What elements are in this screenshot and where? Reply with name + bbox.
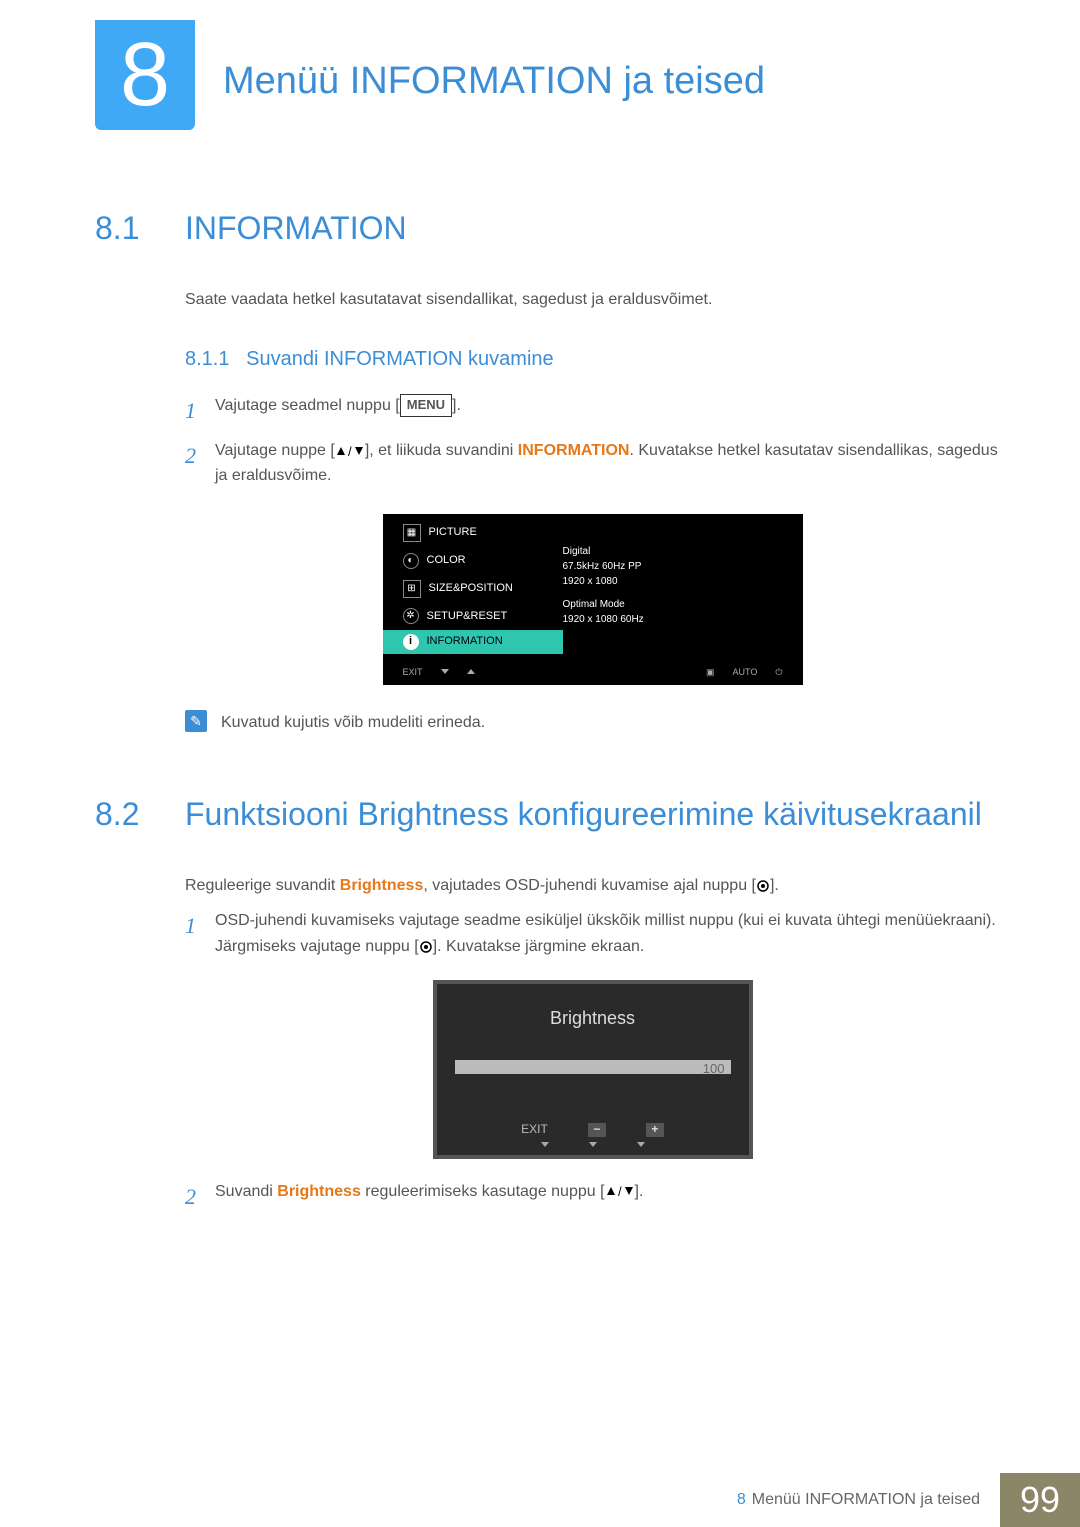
osd-label: SIZE&POSITION: [429, 580, 513, 598]
step-number: 2: [185, 1179, 215, 1214]
osd-label: INFORMATION: [427, 633, 503, 651]
section-8-1: 8.1 INFORMATION Saate vaadata hetkel kas…: [95, 210, 1000, 736]
osd-screenshot: ▦ PICTURE ◐ COLOR ⊞ SIZE&POSITION ✲ SETUP&RE…: [383, 514, 803, 685]
chapter-header: 8 Menüü INFORMATION ja teised: [95, 20, 1000, 130]
osd-item-color: ◐ COLOR: [383, 547, 563, 575]
chapter-number-box: 8: [95, 20, 195, 130]
info-icon: i: [403, 634, 419, 650]
osd-menu-list: ▦ PICTURE ◐ COLOR ⊞ SIZE&POSITION ✲ SETUP&RE…: [383, 514, 563, 659]
menu-button-icon: MENU: [400, 394, 452, 417]
text: Vajutage seadmel nuppu [: [215, 397, 400, 414]
text: , vajutades OSD-juhendi kuvamise ajal nu…: [423, 877, 756, 894]
down-icon: [541, 1142, 549, 1147]
up-icon: [467, 669, 475, 674]
section-number: 8.2: [95, 796, 185, 833]
step-text: OSD-juhendi kuvamiseks vajutage seadme e…: [215, 908, 1000, 959]
circle-button-icon: [756, 877, 770, 894]
brightness-bottom-bar: EXIT − +: [455, 1114, 731, 1139]
subsection-title: Suvandi INFORMATION kuvamine: [246, 348, 554, 370]
info-line: Digital: [563, 544, 803, 559]
note: ✎ Kuvatud kujutis võib mudeliti erineda.: [185, 710, 1000, 736]
footer-chapter-number: 8: [737, 1491, 746, 1509]
down-icon: [637, 1142, 645, 1147]
text: Suvandi: [215, 1183, 277, 1200]
section-title: Funktsiooni Brightness konfigureerimine …: [185, 796, 982, 833]
text: reguleerimiseks kasutage nuppu [: [361, 1183, 605, 1200]
text: Vajutage nuppe [: [215, 442, 335, 459]
osd-bottom-bar: EXIT ▣ AUTO ⏻: [383, 659, 803, 685]
page-number: 99: [1000, 1473, 1080, 1527]
step-number: 1: [185, 393, 215, 428]
text: ].: [770, 877, 779, 894]
step-2: 2 Suvandi Brightness reguleerimiseks kas…: [185, 1179, 1000, 1214]
enter-icon: ▣: [706, 665, 715, 679]
text: ], et liikuda suvandini: [365, 442, 518, 459]
svg-text:/: /: [618, 1185, 622, 1197]
up-down-icon: /: [605, 1183, 635, 1200]
text: ]. Kuvatakse järgmine ekraan.: [433, 938, 645, 955]
section-intro: Saate vaadata hetkel kasutatavat sisenda…: [185, 287, 1000, 313]
page-footer: 8 Menüü INFORMATION ja teised 99: [0, 1473, 1080, 1527]
step-number: 1: [185, 908, 215, 959]
step-text: Vajutage seadmel nuppu [MENU].: [215, 393, 1000, 428]
text: Reguleerige suvandit: [185, 877, 340, 894]
section-number: 8.1: [95, 210, 185, 247]
osd-info-panel: Digital 67.5kHz 60Hz PP 1920 x 1080 Opti…: [563, 514, 803, 659]
size-icon: ⊞: [403, 580, 421, 598]
info-line: Optimal Mode: [563, 597, 803, 612]
text: ].: [635, 1183, 644, 1200]
chapter-title: Menüü INFORMATION ja teised: [223, 60, 765, 103]
text: ].: [452, 397, 461, 414]
section-title: INFORMATION: [185, 210, 407, 247]
down-icon: [589, 1142, 597, 1147]
note-icon: ✎: [185, 710, 207, 732]
osd-label: SETUP&RESET: [427, 608, 508, 626]
step-number: 2: [185, 438, 215, 489]
svg-text:/: /: [348, 445, 352, 457]
brightness-screenshot: Brightness 100 EXIT − +: [433, 980, 753, 1159]
brightness-title: Brightness: [455, 1004, 731, 1033]
up-down-icon: /: [335, 442, 365, 459]
color-icon: ◐: [403, 553, 419, 569]
plus-icon: +: [646, 1123, 664, 1137]
keyword: Brightness: [340, 877, 424, 894]
setup-icon: ✲: [403, 608, 419, 624]
brightness-value: 100: [703, 1059, 725, 1080]
minus-icon: −: [588, 1123, 606, 1137]
keyword: Brightness: [277, 1183, 361, 1200]
step-text: Suvandi Brightness reguleerimiseks kasut…: [215, 1179, 1000, 1214]
osd-item-size: ⊞ SIZE&POSITION: [383, 575, 563, 603]
keyword: INFORMATION: [518, 442, 630, 459]
circle-button-icon: [419, 938, 433, 955]
step-text: Vajutage nuppe [ / ], et liikuda suvandini…: [215, 438, 1000, 489]
osd-label: COLOR: [427, 552, 466, 570]
subsection-number: 8.1.1: [185, 348, 229, 370]
step-1: 1 Vajutage seadmel nuppu [MENU].: [185, 393, 1000, 428]
exit-label: EXIT: [521, 1120, 548, 1139]
exit-label: EXIT: [403, 665, 423, 679]
power-icon: ⏻: [775, 665, 782, 679]
down-icon: [441, 669, 449, 674]
info-line: 1920 x 1080: [563, 574, 803, 589]
footer-chapter-title: Menüü INFORMATION ja teised: [752, 1491, 980, 1509]
brightness-bar: 100: [455, 1060, 731, 1074]
auto-label: AUTO: [733, 665, 758, 679]
info-line: 1920 x 1080 60Hz: [563, 612, 803, 627]
step-1: 1 OSD-juhendi kuvamiseks vajutage seadme…: [185, 908, 1000, 959]
osd-item-information: i INFORMATION: [383, 630, 563, 654]
info-line: 67.5kHz 60Hz PP: [563, 559, 803, 574]
osd-label: PICTURE: [429, 524, 477, 542]
subsection-heading: 8.1.1 Suvandi INFORMATION kuvamine: [185, 343, 1000, 375]
picture-icon: ▦: [403, 524, 421, 542]
step-2: 2 Vajutage nuppe [ / ], et liikuda suvandi…: [185, 438, 1000, 489]
osd-item-picture: ▦ PICTURE: [383, 519, 563, 547]
section-intro: Reguleerige suvandit Brightness, vajutad…: [185, 873, 1000, 899]
section-8-2: 8.2 Funktsiooni Brightness konfigureerim…: [95, 796, 1000, 1214]
osd-item-setup: ✲ SETUP&RESET: [383, 603, 563, 631]
note-text: Kuvatud kujutis võib mudeliti erineda.: [221, 710, 485, 736]
